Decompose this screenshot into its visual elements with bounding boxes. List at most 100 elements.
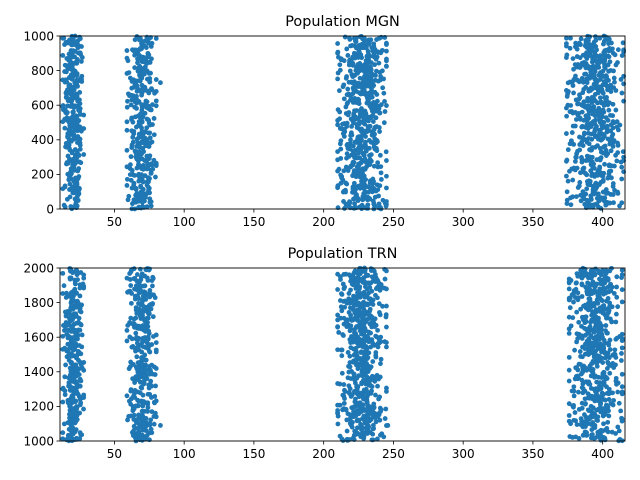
spike-point (338, 172, 344, 178)
spike-point (68, 48, 74, 53)
spike-point (381, 76, 386, 82)
spike-point (373, 188, 379, 194)
spike-point (71, 105, 77, 111)
spike-point (587, 296, 593, 302)
spike-point (145, 88, 151, 94)
spike-point (585, 307, 591, 313)
spike-point (72, 189, 77, 195)
spike-point (341, 96, 347, 102)
spike-point (370, 340, 376, 346)
spike-point (71, 342, 77, 348)
spike-point (568, 195, 574, 201)
spike-point (580, 79, 586, 85)
spike-point (591, 81, 597, 87)
spike-point (603, 187, 609, 192)
spike-point (139, 418, 145, 423)
spike-point (598, 179, 604, 185)
spike-point (70, 425, 76, 431)
spike-point (366, 184, 371, 190)
spike-point (564, 41, 569, 46)
spike-point (357, 61, 363, 66)
spike-point (140, 323, 146, 329)
spike-point (585, 126, 591, 131)
spike-point (359, 119, 365, 125)
spike-point (354, 375, 360, 381)
spike-point (365, 369, 371, 374)
spike-point (575, 77, 581, 83)
spike-point (356, 336, 362, 342)
spike-point (137, 121, 142, 127)
spike-point (347, 391, 352, 396)
spike-point (346, 369, 352, 375)
spike-point (63, 313, 69, 319)
spike-point (579, 385, 585, 390)
spike-point (371, 163, 377, 169)
spike-point (587, 273, 592, 278)
spike-point (615, 424, 621, 430)
spike-point (600, 343, 606, 349)
spike-point (339, 126, 345, 132)
spike-point (152, 90, 157, 96)
spike-point (379, 285, 385, 290)
spike-point (335, 157, 341, 163)
spike-point (68, 313, 74, 319)
y-tick-label: 0 (46, 202, 54, 216)
spike-point (126, 414, 132, 419)
spike-point (610, 352, 616, 358)
spike-point (597, 380, 603, 385)
spike-point (68, 123, 74, 129)
spike-point (367, 69, 373, 75)
y-tick-label: 1200 (23, 400, 54, 414)
spike-point (76, 166, 82, 171)
spike-point (358, 110, 364, 116)
spike-point (139, 82, 145, 88)
spike-point (602, 412, 608, 417)
spike-point (590, 366, 596, 372)
spike-point (363, 139, 368, 145)
spike-point (584, 186, 590, 192)
spike-point (599, 390, 605, 396)
spike-point (343, 180, 348, 186)
spike-point (133, 403, 139, 409)
spike-point (615, 60, 620, 65)
spike-point (360, 194, 366, 200)
spike-point (596, 397, 602, 403)
spike-point (619, 90, 625, 96)
spike-point (77, 146, 83, 152)
spike-point (566, 378, 572, 384)
spike-point (62, 62, 68, 68)
spike-point (143, 415, 149, 421)
spike-point (133, 315, 139, 321)
spike-point (611, 200, 616, 206)
spike-point (616, 400, 622, 406)
spike-point (600, 135, 606, 141)
spike-point (341, 382, 347, 387)
spike-point (143, 45, 149, 50)
spike-point (589, 95, 595, 100)
spike-point (576, 96, 582, 102)
spike-point (372, 194, 378, 200)
spike-point (149, 56, 154, 62)
spike-point (62, 345, 68, 351)
spike-point (335, 347, 341, 353)
spike-point (336, 88, 342, 94)
spike-point (376, 60, 382, 66)
spike-point (346, 296, 352, 302)
spike-point (69, 138, 74, 144)
spike-point (568, 35, 573, 41)
spike-point (75, 357, 81, 363)
spike-point (77, 90, 83, 95)
spike-point (364, 362, 370, 368)
spike-point (596, 336, 602, 342)
spike-point (62, 309, 68, 315)
spike-point (384, 58, 389, 64)
spike-point (341, 134, 347, 139)
spike-point (138, 46, 143, 52)
spike-point (364, 286, 370, 292)
spike-point (358, 421, 363, 427)
spike-point (153, 340, 159, 345)
chart-title-trn: Population TRN (288, 246, 398, 262)
spike-point (594, 360, 600, 366)
spike-point (597, 402, 603, 407)
